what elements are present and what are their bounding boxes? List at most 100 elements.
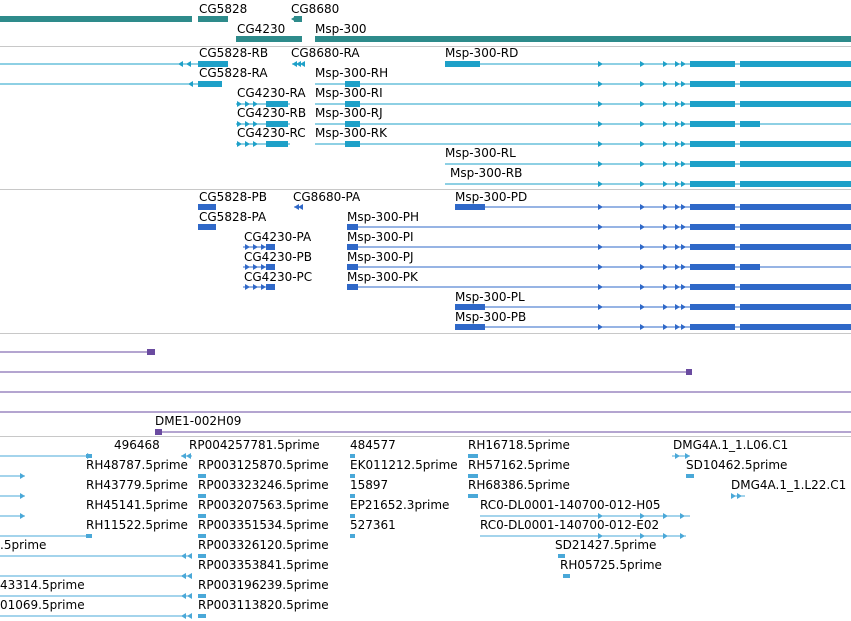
clone-row-1[interactable] [0,346,851,358]
gene-label-msp300[interactable]: Msp-300 [315,22,367,36]
protein-label-cg8680-pa[interactable]: CG8680-PA [293,190,361,204]
est-feature-9[interactable] [0,470,851,482]
protein-msp300-pl[interactable] [0,301,851,313]
protein-msp300-pj[interactable] [0,261,851,273]
est-label-1[interactable]: RP004257781.5prime [189,438,320,452]
protein-label-cg4230-pb[interactable]: CG4230-PB [244,250,313,264]
gene-msp300-bar[interactable] [0,33,851,45]
est-feature-16[interactable] [0,510,851,522]
protein-label-msp300-pj[interactable]: Msp-300-PJ [347,250,414,264]
est-feature-0[interactable] [0,450,851,462]
est-label-24[interactable]: RP003326120.5prime [198,538,329,552]
transcript-cg5828-ra[interactable] [0,78,851,90]
transcript-label-msp300-rk[interactable]: Msp-300-RK [315,126,387,140]
est-feature-22[interactable] [0,530,851,542]
protein-msp300-pk[interactable] [0,281,851,293]
est-label-0[interactable]: 496468 [114,438,160,452]
est-label-27[interactable]: RH05725.5prime [560,558,662,572]
protein-label-msp300-pk[interactable]: Msp-300-PK [347,270,418,284]
est-line-extra-1[interactable] [0,570,851,582]
transcript-label-msp300-ri[interactable]: Msp-300-RI [315,86,383,100]
est-label-16[interactable]: RP003207563.5prime [198,498,329,512]
est-feature-3[interactable] [0,450,851,462]
est-label-10[interactable]: RH43779.5prime [86,478,188,492]
protein-cg4230-pa[interactable] [0,241,851,253]
gene-cg5828-bar[interactable] [0,13,851,25]
transcript-label-cg8680-ra[interactable]: CG8680-RA [291,46,360,60]
gene-label-cg8680[interactable]: CG8680 [291,2,340,16]
transcript-msp300-rh[interactable] [0,78,851,90]
transcript-label-msp300-rb[interactable]: Msp-300-RB [450,166,523,180]
est-label-18[interactable]: RC0-DL0001-140700-012-H05 [480,498,661,512]
clone-row-3[interactable] [0,386,851,398]
protein-msp300-pi[interactable] [0,241,851,253]
est-label-9[interactable]: SD10462.5prime [686,458,788,472]
transcript-msp300-rl[interactable] [0,158,851,170]
est-feature-15[interactable] [0,510,851,522]
est-feature-21[interactable] [0,530,851,542]
est-feature-14[interactable] [0,490,851,502]
transcript-msp300-rb[interactable] [0,178,851,190]
est-label-15[interactable]: RH45141.5prime [86,498,188,512]
transcript-label-cg4230-rc[interactable]: CG4230-RC [237,126,306,140]
est-feature-13[interactable] [0,490,851,502]
transcript-label-msp300-rh[interactable]: Msp-300-RH [315,66,389,80]
est-feature-25[interactable] [0,550,851,562]
est-feature-28[interactable] [0,590,851,602]
est-label-14[interactable]: DMG4A.1_1.L22.C1 [731,478,847,492]
transcript-msp300-rd[interactable] [0,58,851,70]
transcript-cg8680-ra[interactable] [0,58,851,70]
est-feature-27[interactable] [0,570,851,582]
transcript-label-msp300-rl[interactable]: Msp-300-RL [445,146,516,160]
est-feature-30[interactable] [0,610,851,621]
gene-label-cg4230[interactable]: CG4230 [237,22,286,36]
gene-cg5828-small[interactable] [0,13,851,25]
est-feature-7[interactable] [0,470,851,482]
gene-cg4230-bar[interactable] [0,33,851,45]
est-feature-29[interactable] [0,590,851,602]
transcript-msp300-rk[interactable] [0,138,851,150]
protein-label-cg4230-pa[interactable]: CG4230-PA [244,230,312,244]
protein-msp300-pb[interactable] [0,321,851,333]
protein-label-cg5828-pb[interactable]: CG5828-PB [199,190,268,204]
protein-msp300-ph[interactable] [0,221,851,233]
est-feature-19[interactable] [0,530,851,542]
est-label-8[interactable]: RH57162.5prime [468,458,570,472]
transcript-label-cg5828-ra[interactable]: CG5828-RA [199,66,268,80]
gene-label-cg5828[interactable]: CG5828 [199,2,248,16]
transcript-label-cg4230-ra[interactable]: CG4230-RA [237,86,306,100]
protein-label-cg5828-pa[interactable]: CG5828-PA [199,210,267,224]
clone-label-dme1-002h09[interactable]: DME1-002H09 [155,414,242,428]
est-label-4[interactable]: DMG4A.1_1.L06.C1 [673,438,789,452]
est-feature-31[interactable] [0,610,851,621]
est-label-21[interactable]: 527361 [350,518,396,532]
est-label-26[interactable]: RP003353841.5prime [198,558,329,572]
est-label-28[interactable]: 43314.5prime [0,578,85,592]
est-label-2[interactable]: 484577 [350,438,396,452]
est-label-25[interactable]: SD21427.5prime [555,538,657,552]
protein-label-msp300-pl[interactable]: Msp-300-PL [455,290,525,304]
transcript-cg5828-rb[interactable] [0,58,851,70]
est-feature-6[interactable] [0,470,851,482]
transcript-cg4230-rc[interactable] [0,138,851,150]
protein-cg4230-pc[interactable] [0,281,851,293]
protein-label-msp300-ph[interactable]: Msp-300-PH [347,210,420,224]
protein-label-msp300-pb[interactable]: Msp-300-PB [455,310,527,324]
est-feature-12[interactable] [0,490,851,502]
est-label-3[interactable]: RH16718.5prime [468,438,570,452]
est-label-11[interactable]: RP003323246.5prime [198,478,329,492]
transcript-label-cg5828-rb[interactable]: CG5828-RB [199,46,269,60]
protein-cg4230-pb[interactable] [0,261,851,273]
protein-msp300-pd[interactable] [0,201,851,213]
est-feature-8[interactable] [0,470,851,482]
est-label-17[interactable]: EP21652.3prime [350,498,450,512]
est-feature-18[interactable] [0,510,851,522]
protein-cg5828-pb[interactable] [0,201,851,213]
protein-label-cg4230-pc[interactable]: CG4230-PC [244,270,313,284]
transcript-label-msp300-rj[interactable]: Msp-300-RJ [315,106,383,120]
est-label-5[interactable]: RH48787.5prime [86,458,188,472]
clone-row-4[interactable] [0,406,851,418]
protein-cg8680-pa[interactable] [0,201,851,213]
transcript-msp300-rj[interactable] [0,118,851,130]
